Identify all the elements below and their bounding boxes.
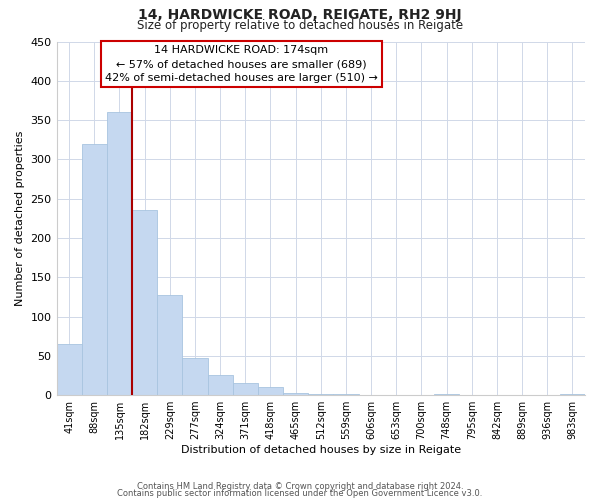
Bar — [107, 112, 132, 395]
Bar — [258, 387, 283, 395]
Bar — [157, 296, 182, 395]
Bar — [56, 344, 82, 395]
Text: Contains public sector information licensed under the Open Government Licence v3: Contains public sector information licen… — [118, 489, 482, 498]
Bar — [182, 358, 208, 395]
Bar — [434, 394, 459, 395]
Bar — [560, 394, 585, 395]
Bar — [283, 392, 308, 395]
Text: 14, HARDWICKE ROAD, REIGATE, RH2 9HJ: 14, HARDWICKE ROAD, REIGATE, RH2 9HJ — [138, 8, 462, 22]
Bar — [82, 144, 107, 395]
Bar — [132, 210, 157, 395]
Bar — [334, 394, 359, 395]
Text: 14 HARDWICKE ROAD: 174sqm
← 57% of detached houses are smaller (689)
42% of semi: 14 HARDWICKE ROAD: 174sqm ← 57% of detac… — [105, 45, 378, 83]
Text: Contains HM Land Registry data © Crown copyright and database right 2024.: Contains HM Land Registry data © Crown c… — [137, 482, 463, 491]
Bar — [208, 376, 233, 395]
Y-axis label: Number of detached properties: Number of detached properties — [15, 130, 25, 306]
Bar — [308, 394, 334, 395]
Text: Size of property relative to detached houses in Reigate: Size of property relative to detached ho… — [137, 19, 463, 32]
Bar — [233, 384, 258, 395]
X-axis label: Distribution of detached houses by size in Reigate: Distribution of detached houses by size … — [181, 445, 461, 455]
